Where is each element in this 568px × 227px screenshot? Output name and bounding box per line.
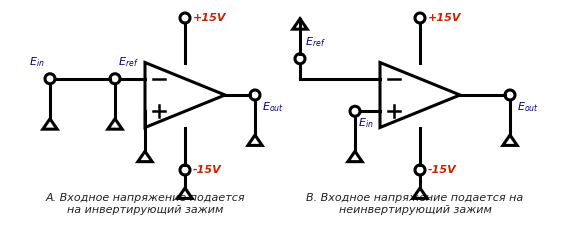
Text: +15V: +15V <box>193 13 227 23</box>
Text: +15V: +15V <box>428 13 461 23</box>
Text: $E_{ref}$: $E_{ref}$ <box>118 55 139 69</box>
Text: В. Входное напряжение подается на
неинвертирующий зажим: В. Входное напряжение подается на неинве… <box>306 193 524 215</box>
Text: А. Входное напряжение подается
на инвертирующий зажим: А. Входное напряжение подается на инверт… <box>45 193 245 215</box>
Text: $E_{out}$: $E_{out}$ <box>262 100 284 114</box>
Text: -15V: -15V <box>428 165 457 175</box>
Text: $E_{in}$: $E_{in}$ <box>30 55 45 69</box>
Text: $E_{ref}$: $E_{ref}$ <box>305 35 325 49</box>
Text: -15V: -15V <box>193 165 222 175</box>
Text: $E_{in}$: $E_{in}$ <box>358 116 374 130</box>
Text: $E_{out}$: $E_{out}$ <box>517 100 539 114</box>
